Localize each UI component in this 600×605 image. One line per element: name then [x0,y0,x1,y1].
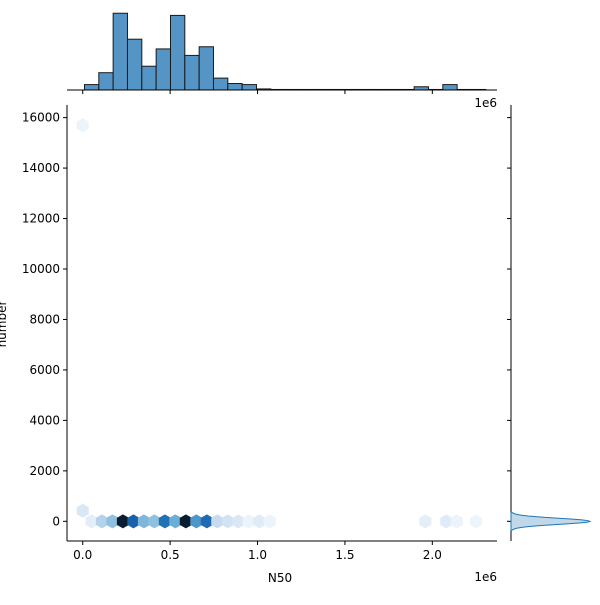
hexbin-cell [95,514,109,529]
top-x-offset-label: 1e6 [474,96,497,110]
hexbin-cell [469,514,483,529]
right-marginal-density [507,105,592,541]
hexbin-cell [106,514,119,529]
histogram-bar [126,38,143,91]
y-tick-label: 10000 [22,262,60,276]
hexbin-plot-area [76,118,483,529]
histogram-bar [184,54,200,91]
hexbin-cell [450,514,463,529]
hexbin-cell [137,514,150,529]
hexbin-cell [200,514,213,529]
x-tick-label: 0.0 [73,548,92,562]
hexbin-cell [127,514,140,529]
main-axes: 0.0 0.5 1.0 1.5 2.0 0 2000 4000 6000 8000 10000 120… [22,105,497,562]
histogram-bar [169,14,186,91]
x-tick-label: 1.5 [335,548,354,562]
density-curve [510,511,592,531]
hexbin-cell [419,514,432,529]
histogram-bar [98,72,114,91]
histogram-bar [155,48,171,91]
histogram-bar [198,46,214,91]
x-offset-label: 1e6 [474,570,497,584]
hexbin-cell [148,514,161,529]
hexbin-cell [76,118,89,133]
hexbin-cell [263,514,276,529]
y-axis-label: number [0,301,9,348]
y-tick-label: 4000 [29,413,60,427]
hexbin-cell [169,514,182,529]
hexbin-cell [242,514,255,529]
y-tick-label: 16000 [22,111,60,125]
x-tick-label: 0.5 [161,548,180,562]
hexbin-cell [253,514,266,529]
y-tick-label: 6000 [29,363,60,377]
top-marginal-histogram [67,12,497,94]
hexbin-cell [211,514,224,529]
y-tick-label: 2000 [29,464,60,478]
hexbin-cell [76,503,89,518]
histogram-bar [83,84,100,91]
x-tick-label: 1.0 [248,548,267,562]
y-tick-label: 8000 [29,312,60,326]
y-tick-label: 12000 [22,212,60,226]
histogram-bar [112,12,128,91]
y-tick-label: 0 [52,514,60,528]
hexbin-cell [158,514,171,529]
x-tick-label: 2.0 [423,548,442,562]
hexbin-cell [85,514,98,529]
histogram-bar [141,65,157,91]
y-tick-label: 14000 [22,161,60,175]
hexbin-cell [179,514,192,529]
histogram-bar [212,77,229,91]
histogram-bar [442,84,458,91]
hexbin-cell [440,514,453,529]
x-axis-label: N50 [268,571,292,585]
histogram-bar [241,84,257,91]
hexbin-cell [232,514,245,529]
histogram-bar [227,83,243,91]
hexbin-cell [190,514,203,529]
hexbin-cell [116,514,129,529]
hexbin-cell [221,514,234,529]
